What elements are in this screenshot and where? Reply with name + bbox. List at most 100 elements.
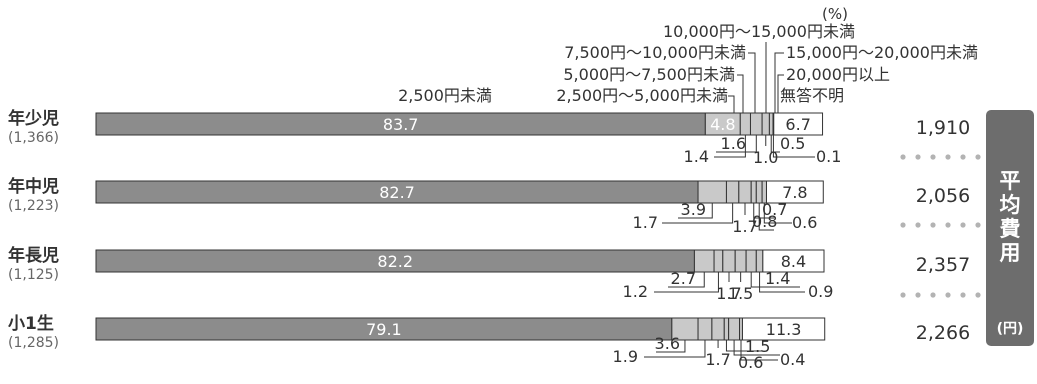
average-cost-unit: (円) [997,321,1024,337]
row-count: (1,223) [8,198,59,214]
legend-label: 15,000円～20,000円未満 [786,43,978,62]
bar-segment [750,180,757,204]
data-label: 1.2 [623,282,648,301]
legend-label: 5,000円～7,500円未満 [563,65,735,84]
dot-separator [915,292,921,298]
callout-leader [716,135,757,153]
row-label: 年少児 [8,108,59,129]
data-label: 1.5 [745,337,770,356]
legend-label: 7,500円～10,000円未満 [564,43,746,62]
data-label: 82.7 [379,183,415,202]
data-label: 0.4 [780,350,805,369]
callout-leader [750,272,800,288]
average-cost-label: 平 [1000,169,1021,193]
bar-segment [738,180,752,204]
dot-separator [975,292,981,298]
dot-separator [945,292,951,298]
legend-label: 2,500円未満 [398,86,492,105]
callout-leader [644,340,706,358]
data-label: 0.1 [816,147,841,166]
callout-leader [763,203,792,224]
dot-separator [960,154,966,160]
callout-leader [759,272,805,293]
data-label: 1.6 [721,134,746,153]
bar-segment [761,112,770,136]
data-label: 7.8 [782,183,807,202]
data-label: 0.6 [738,353,763,372]
dot-separator [960,222,966,228]
callout-leader [654,272,719,293]
data-label: 0.5 [780,134,805,153]
data-label: 82.2 [377,252,413,271]
data-label: 0.7 [762,200,787,219]
bar-segment [728,317,741,341]
data-label: 83.7 [383,115,419,134]
legend-leader [737,74,744,113]
data-label: 3.9 [681,200,706,219]
dot-separator [915,154,921,160]
data-label: 0.6 [792,213,817,232]
callout-leader [758,203,774,231]
dot-separator [900,154,906,160]
data-label: 11.3 [766,320,802,339]
data-label: 1.5 [728,284,753,303]
row-label: 年中児 [8,176,59,197]
legend-leader [774,52,784,113]
data-label: 4.8 [710,115,735,134]
bar-segment [711,317,725,341]
dot-separator [975,222,981,228]
dot-separator [960,292,966,298]
data-label: 6.7 [785,115,810,134]
data-label: 1.7 [705,350,730,369]
row-label: 年長児 [8,245,59,266]
legend-leader [728,95,735,113]
bar-segment [693,249,715,273]
average-cost-panel [986,110,1034,346]
data-label: 2.7 [671,269,696,288]
average-value: 2,357 [916,254,970,276]
data-label: 1.7 [716,284,741,303]
callout-leader [740,340,778,361]
callout-leader [753,203,774,219]
data-label: 8.4 [781,252,806,271]
callout-leader [733,340,780,356]
bar-segment [768,112,774,136]
dot-separator [930,222,936,228]
bar-segment [713,249,724,273]
row-count: (1,125) [8,267,59,283]
callout-leader [678,203,713,219]
data-label: 1.4 [765,269,790,288]
average-value: 2,056 [916,185,970,207]
dot-separator [900,292,906,298]
bar-segment [739,112,751,136]
bar-segment [765,180,824,204]
callout-leader [772,135,815,158]
bar-segment [725,180,740,204]
average-cost-label: 費 [1000,217,1021,241]
data-label: 1.7 [732,217,757,236]
dot-separator [975,154,981,160]
bar-segment [749,112,763,136]
legend-leader [748,52,756,113]
dot-separator [915,222,921,228]
dot-separator [945,222,951,228]
data-label: 1.4 [684,147,709,166]
callout-leader [656,340,686,353]
bar-segment [722,249,736,273]
data-label: 1.7 [633,213,658,232]
dot-separator [900,222,906,228]
average-value: 2,266 [916,322,970,344]
legend-label: 2,500円～5,000円未満 [556,86,728,105]
legend-label: 無答不明 [780,86,844,105]
callout-leader [725,340,762,352]
callout-leader [668,272,705,288]
legend-leader [777,74,784,113]
bar-segment [745,249,757,273]
bar-segment [755,249,764,273]
legend-label: 20,000円以上 [786,65,890,84]
data-label: 1.0 [753,148,778,167]
row-label: 小1生 [8,313,54,334]
row-count: (1,285) [8,335,59,351]
